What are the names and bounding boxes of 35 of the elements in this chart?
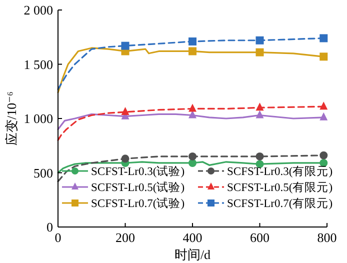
x-axis-title: 时间/d xyxy=(174,247,212,262)
point xyxy=(188,158,196,167)
x-tick-label: 400 xyxy=(182,230,202,245)
y-axis-title: 应变/10⁻⁶ xyxy=(4,91,19,146)
point xyxy=(121,154,130,163)
point xyxy=(121,106,130,115)
x-tick-label: 600 xyxy=(250,230,270,245)
y-tick-label: 500 xyxy=(34,165,53,180)
point xyxy=(121,42,130,50)
point xyxy=(188,37,196,46)
point xyxy=(320,112,328,120)
legend-label: SCFST-Lr0.7(有限元) xyxy=(227,197,333,210)
y-tick-label: 1 000 xyxy=(24,111,53,126)
point xyxy=(256,152,264,160)
legend-label: SCFST-Lr0.7(试验) xyxy=(91,197,185,210)
point xyxy=(188,152,196,160)
x-tick-label: 200 xyxy=(116,230,135,245)
point xyxy=(256,110,264,118)
legend-label: SCFST-Lr0.5(试验) xyxy=(91,181,185,194)
y-tick-label: 1 500 xyxy=(24,56,53,72)
point xyxy=(320,102,328,110)
point xyxy=(256,48,264,56)
x-tick-label: 800 xyxy=(317,230,337,245)
y-tick-label: 0 xyxy=(46,220,53,235)
point xyxy=(256,102,264,111)
legend-label: SCFST-Lr0.3(试验) xyxy=(91,165,185,178)
point xyxy=(256,36,264,44)
point xyxy=(320,34,328,42)
y-tick-label: 2 000 xyxy=(24,2,53,18)
point xyxy=(320,52,328,61)
point xyxy=(188,47,196,56)
legend-label: SCFST-Lr0.3(有限元) xyxy=(227,165,333,178)
point xyxy=(320,151,328,160)
point xyxy=(188,104,196,112)
legend-label: SCFST-Lr0.5(有限元) xyxy=(227,181,333,194)
